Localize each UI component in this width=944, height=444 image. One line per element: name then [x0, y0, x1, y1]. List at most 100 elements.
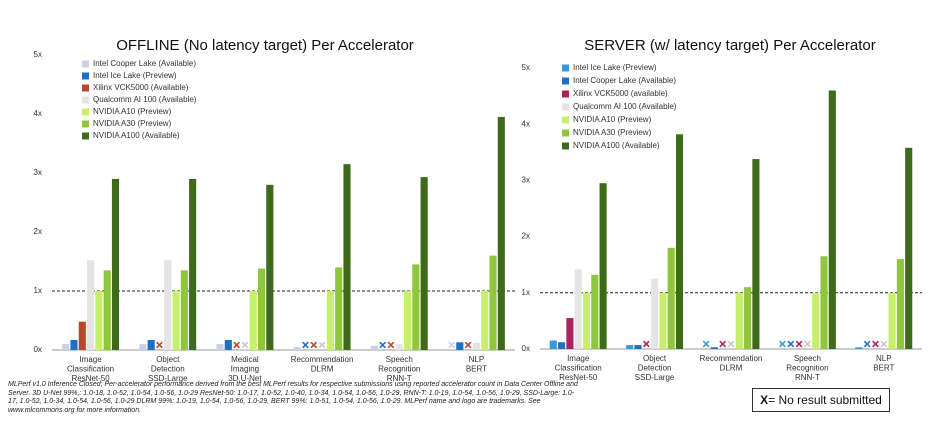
bar — [216, 344, 224, 350]
legend-swatch — [562, 64, 569, 72]
chart-title: OFFLINE (No latency target) Per Accelera… — [116, 37, 414, 54]
no-result-marker — [642, 340, 650, 348]
y-tick-label: 4x — [34, 109, 42, 118]
no-result-marker — [863, 340, 871, 348]
legend-swatch — [82, 84, 89, 92]
bar — [111, 178, 120, 350]
bar — [710, 347, 718, 349]
bar — [412, 264, 420, 350]
y-tick-label: 1x — [522, 288, 530, 297]
legend-swatch — [82, 108, 89, 116]
bar — [370, 345, 378, 350]
bar — [164, 260, 172, 350]
bar — [599, 183, 607, 349]
y-tick-label: 0x — [522, 344, 530, 353]
legend-label: Qualcomm AI 100 (Available) — [573, 102, 677, 111]
note-symbol: X — [760, 393, 769, 407]
y-tick-label: 2x — [522, 232, 530, 241]
x-tick-label: Speech Recognition RNN-T — [378, 355, 420, 383]
bar — [905, 147, 913, 349]
legend-swatch — [562, 129, 569, 137]
no-result-marker — [379, 341, 387, 349]
bar — [172, 291, 180, 350]
x-tick-label: Recommendation DLRM — [700, 354, 763, 373]
no-result-marker — [727, 340, 735, 348]
bar — [95, 291, 103, 350]
footnote: MLPerf v1.0 Inference Closed; Per-accele… — [8, 381, 578, 414]
y-tick-label: 1x — [34, 286, 42, 295]
bar — [472, 342, 480, 350]
bar — [744, 287, 752, 349]
bar — [752, 159, 760, 349]
bar — [888, 292, 896, 349]
bar — [70, 339, 78, 350]
legend-swatch — [562, 103, 569, 111]
y-tick-label: 3x — [522, 176, 530, 185]
legend-swatch — [562, 116, 569, 124]
bar — [574, 269, 582, 349]
bar — [675, 134, 684, 349]
bar — [735, 292, 743, 349]
legend-label: Qualcomm AI 100 (Available) — [93, 95, 197, 104]
x-tick-label: Object Detection SSD-Large — [148, 355, 188, 383]
bar — [147, 339, 155, 350]
no-result-marker — [795, 340, 803, 348]
no-result-marker — [310, 341, 318, 349]
bar — [343, 164, 351, 350]
bar — [103, 270, 111, 350]
bar — [224, 339, 232, 350]
bar — [659, 292, 667, 349]
y-tick-label: 4x — [522, 119, 530, 128]
legend-label: Intel Ice Lake (Preview) — [93, 71, 177, 80]
legend-swatch — [562, 77, 569, 85]
bar — [582, 292, 591, 349]
legend-label: NVIDIA A10 (Preview) — [573, 115, 652, 124]
legend-swatch — [562, 90, 569, 98]
x-tick-label: Medical Imaging 3D U-Net — [228, 355, 262, 383]
bar — [566, 318, 574, 349]
bar — [481, 291, 489, 350]
legend-label: Xilinx VCK5000 (available) — [573, 89, 668, 98]
bar — [139, 344, 147, 350]
bar — [497, 116, 505, 350]
bar — [667, 247, 675, 349]
legend-swatch — [82, 132, 89, 140]
no-result-marker — [448, 341, 455, 349]
chart-title: SERVER (w/ latency target) Per Accelerat… — [584, 37, 876, 54]
bar — [634, 345, 642, 349]
legend-label: Intel Cooper Lake (Available) — [573, 76, 676, 85]
legend-swatch — [82, 72, 89, 80]
no-result-marker — [241, 341, 249, 349]
no-result-marker — [779, 340, 786, 348]
y-tick-label: 0x — [34, 345, 42, 354]
no-result-marker — [719, 340, 727, 348]
bar — [293, 347, 301, 350]
legend-label: NVIDIA A100 (Available) — [93, 131, 180, 140]
bar — [249, 291, 257, 350]
no-result-marker — [880, 340, 888, 348]
bar — [896, 259, 904, 349]
x-tick-label: Object Detection SSD-Large — [635, 354, 675, 382]
legend-swatch — [562, 142, 569, 150]
y-tick-label: 5x — [522, 63, 530, 72]
x-tick-label: Image Classification ResNet-50 — [67, 355, 114, 383]
legend-label: Intel Ice Lake (Preview) — [573, 63, 657, 72]
no-result-marker — [872, 340, 879, 348]
y-tick-label: 2x — [34, 227, 42, 236]
legend-swatch — [82, 96, 89, 104]
legend-label: NVIDIA A30 (Preview) — [573, 128, 652, 137]
bar — [558, 342, 566, 349]
y-tick-label: 3x — [34, 168, 42, 177]
bar — [626, 345, 634, 349]
bar — [820, 256, 828, 349]
y-tick-label: 5x — [34, 50, 42, 59]
legend-label: Xilinx VCK5000 (Available) — [93, 83, 189, 92]
bar — [78, 321, 86, 350]
x-tick-label: Image Classification ResNet-50 — [555, 354, 602, 382]
bar — [395, 344, 403, 350]
bar — [549, 340, 557, 349]
bar — [180, 270, 188, 350]
bar — [62, 344, 70, 350]
